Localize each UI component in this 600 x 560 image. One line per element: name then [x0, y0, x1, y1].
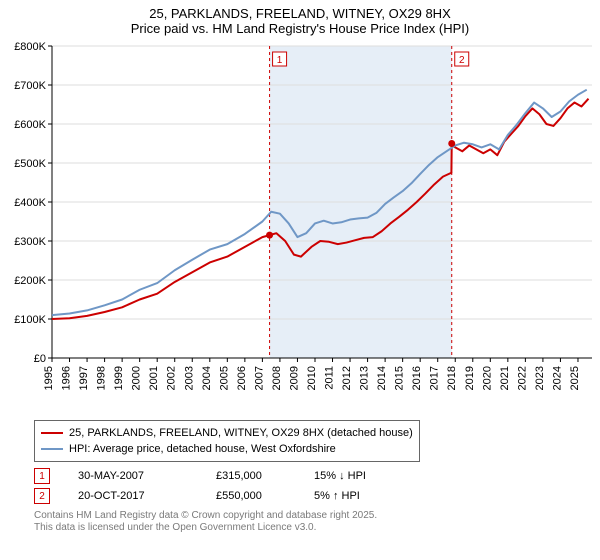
legend-swatch	[41, 432, 63, 434]
legend: 25, PARKLANDS, FREELAND, WITNEY, OX29 8H…	[34, 420, 420, 462]
svg-text:£300K: £300K	[14, 236, 46, 248]
svg-text:2001: 2001	[148, 366, 160, 390]
svg-text:£100K: £100K	[14, 314, 46, 326]
svg-text:2014: 2014	[376, 366, 388, 390]
svg-text:2018: 2018	[446, 366, 458, 390]
transactions-table: 1 30-MAY-2007 £315,000 15% ↓ HPI 2 20-OCT-201…	[34, 466, 590, 506]
svg-text:2009: 2009	[288, 366, 300, 390]
svg-text:1: 1	[277, 55, 283, 66]
transaction-date: 20-OCT-2017	[78, 490, 188, 502]
svg-text:£400K: £400K	[14, 197, 46, 209]
line-chart: £0 £100K £200K £300K £400K £500K £600K £700K £80…	[0, 38, 600, 414]
svg-text:1999: 1999	[113, 366, 125, 390]
legend-swatch	[41, 448, 63, 450]
transaction-date: 30-MAY-2007	[78, 470, 188, 482]
svg-text:2016: 2016	[411, 366, 423, 390]
svg-text:£800K: £800K	[14, 41, 46, 53]
svg-text:2007: 2007	[253, 366, 265, 390]
svg-text:1995: 1995	[43, 366, 55, 390]
legend-label: 25, PARKLANDS, FREELAND, WITNEY, OX29 8H…	[69, 425, 413, 441]
svg-text:£600K: £600K	[14, 119, 46, 131]
svg-text:2025: 2025	[569, 366, 581, 390]
svg-text:2004: 2004	[201, 366, 213, 390]
svg-text:2005: 2005	[218, 366, 230, 390]
svg-text:2006: 2006	[236, 366, 248, 390]
transaction-diff: 5% ↑ HPI	[314, 490, 394, 502]
legend-item: 25, PARKLANDS, FREELAND, WITNEY, OX29 8H…	[41, 425, 413, 441]
svg-text:£700K: £700K	[14, 80, 46, 92]
svg-text:2012: 2012	[341, 366, 353, 390]
svg-text:1997: 1997	[78, 366, 90, 390]
footnote-line2: This data is licensed under the Open Gov…	[34, 522, 590, 534]
chart-area: £0 £100K £200K £300K £400K £500K £600K £700K £80…	[0, 38, 600, 414]
legend-label: HPI: Average price, detached house, West…	[69, 441, 336, 457]
svg-text:2020: 2020	[481, 366, 493, 390]
transaction-row: 2 20-OCT-2017 £550,000 5% ↑ HPI	[34, 486, 590, 506]
svg-text:2015: 2015	[394, 366, 406, 390]
svg-text:£0: £0	[34, 353, 46, 365]
svg-text:2023: 2023	[534, 366, 546, 390]
svg-text:2003: 2003	[183, 366, 195, 390]
svg-text:2: 2	[459, 55, 465, 66]
title-line2: Price paid vs. HM Land Registry's House …	[0, 21, 600, 36]
svg-text:1996: 1996	[61, 366, 73, 390]
svg-text:2021: 2021	[499, 366, 511, 390]
svg-text:1998: 1998	[96, 366, 108, 390]
legend-item: HPI: Average price, detached house, West…	[41, 441, 413, 457]
footnote: Contains HM Land Registry data © Crown c…	[34, 510, 590, 534]
svg-text:2000: 2000	[131, 366, 143, 390]
transaction-diff: 15% ↓ HPI	[314, 470, 394, 482]
svg-text:2019: 2019	[464, 366, 476, 390]
svg-text:2022: 2022	[516, 366, 528, 390]
title-line1: 25, PARKLANDS, FREELAND, WITNEY, OX29 8H…	[0, 6, 600, 21]
svg-text:2011: 2011	[324, 366, 336, 390]
svg-text:2017: 2017	[429, 366, 441, 390]
svg-text:2013: 2013	[359, 366, 371, 390]
footnote-line1: Contains HM Land Registry data © Crown c…	[34, 510, 590, 522]
svg-text:2010: 2010	[306, 366, 318, 390]
transaction-marker: 1	[34, 468, 50, 484]
svg-text:£500K: £500K	[14, 158, 46, 170]
svg-text:2002: 2002	[166, 366, 178, 390]
transaction-marker: 2	[34, 488, 50, 504]
chart-titles: 25, PARKLANDS, FREELAND, WITNEY, OX29 8H…	[0, 0, 600, 38]
transaction-price: £315,000	[216, 470, 286, 482]
transaction-row: 1 30-MAY-2007 £315,000 15% ↓ HPI	[34, 466, 590, 486]
svg-text:£200K: £200K	[14, 275, 46, 287]
transaction-price: £550,000	[216, 490, 286, 502]
svg-text:2008: 2008	[271, 366, 283, 390]
svg-text:2024: 2024	[551, 366, 563, 390]
